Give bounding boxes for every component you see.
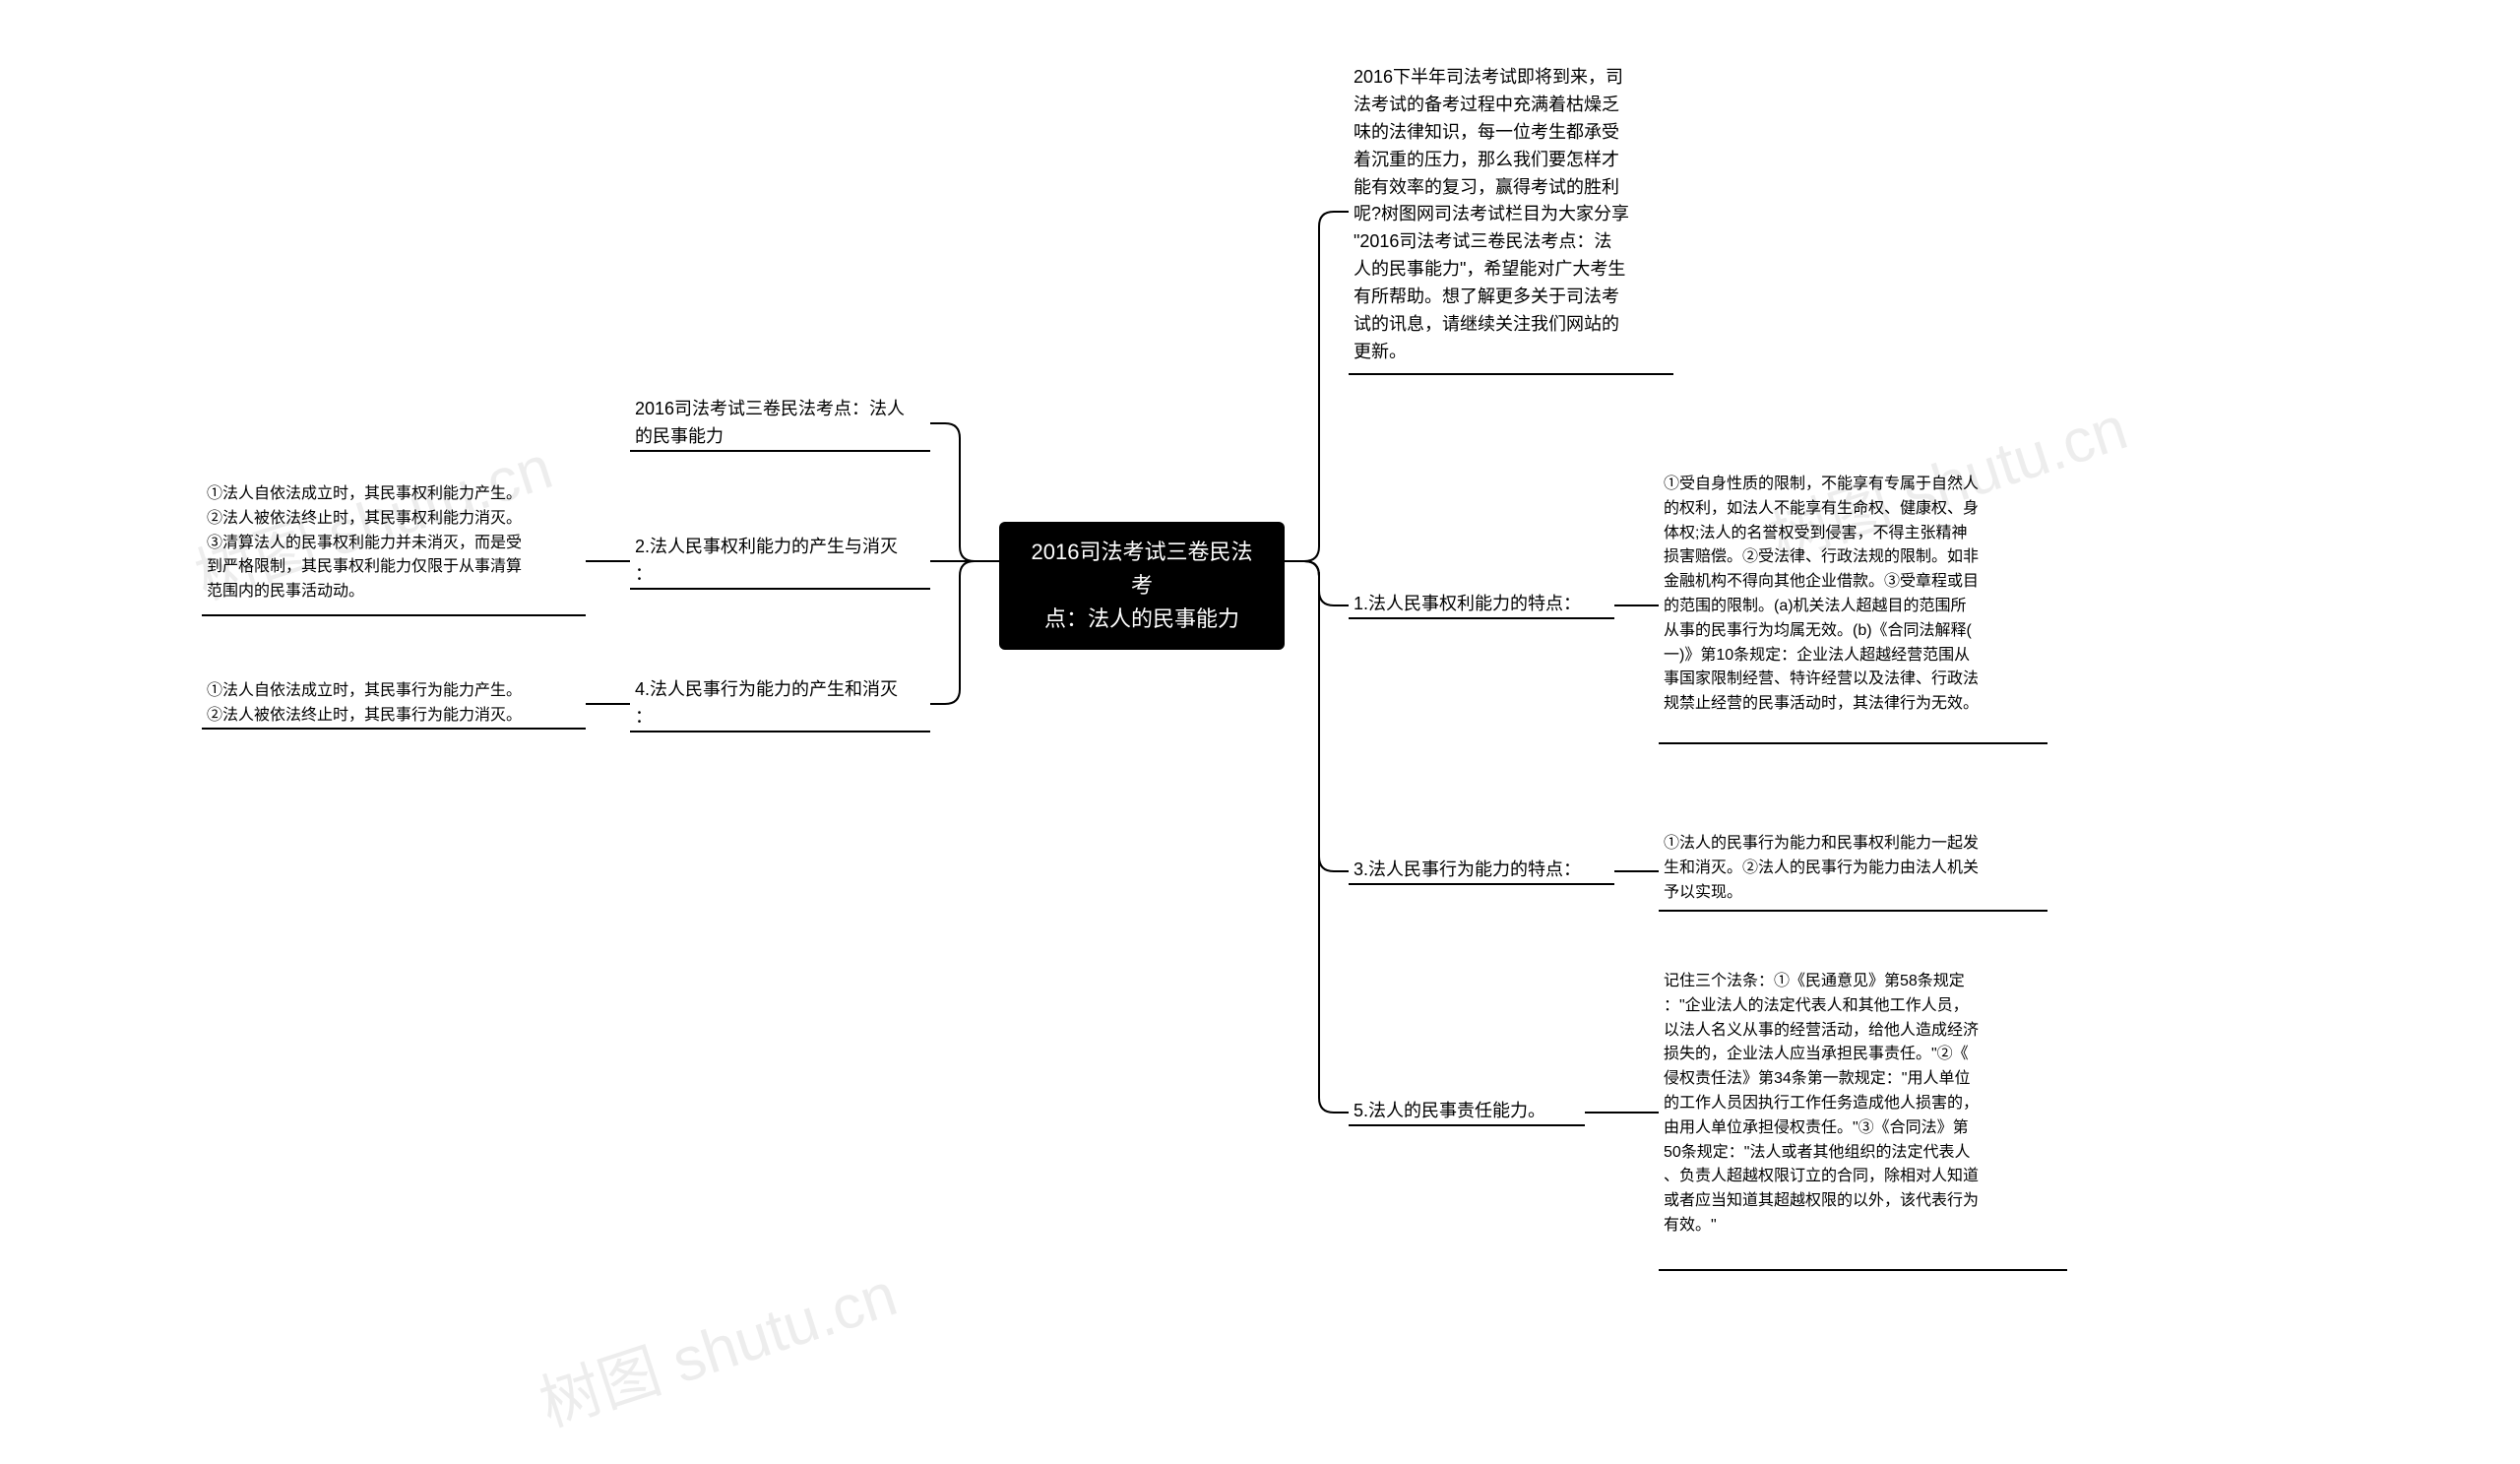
watermark: 树图 shutu.cn [527,1244,906,1443]
mindmap-canvas: 树图 shutu.cn 树图 shutu.cn 树图 shutu.cn [0,0,2520,1464]
center-line1: 2016司法考试三卷民法考 [1032,540,1253,598]
connector-lines [0,0,2520,1464]
right-node-3-detail: ①法人的民事行为能力和民事权利能力一起发 生和消灭。②法人的民事行为能力由法人机… [1664,832,2052,905]
center-node: 2016司法考试三卷民法考 点：法人的民事能力 [999,522,1285,650]
right-node-3-label: 3.法人民事行为能力的特点： [1354,857,1614,884]
left-node-1-label: 2016司法考试三卷民法考点：法人 的民事能力 [635,396,930,451]
right-intro: 2016下半年司法考试即将到来，司 法考试的备考过程中充满着枯燥乏 味的法律知识… [1354,64,1678,366]
right-node-1-detail: ①受自身性质的限制，不能享有专属于自然人 的权利，如法人不能享有生命权、健康权、… [1664,473,2052,717]
left-node-2-detail: ①法人自依法成立时，其民事权利能力产生。 ②法人被依法终止时，其民事权利能力消灭… [207,482,586,605]
right-node-5-label: 5.法人的民事责任能力。 [1354,1098,1585,1125]
right-node-5-detail: 记住三个法条：①《民通意见》第58条规定 ："企业法人的法定代表人和其他工作人员… [1664,970,2072,1239]
left-node-2-label: 2.法人民事权利能力的产生与消灭 ： [635,534,930,589]
right-node-1-label: 1.法人民事权利能力的特点： [1354,591,1614,618]
left-node-4-label: 4.法人民事行为能力的产生和消灭 ： [635,676,930,732]
left-node-4-detail: ①法人自依法成立时，其民事行为能力产生。 ②法人被依法终止时，其民事行为能力消灭… [207,679,586,729]
center-line2: 点：法人的民事能力 [1044,606,1239,631]
